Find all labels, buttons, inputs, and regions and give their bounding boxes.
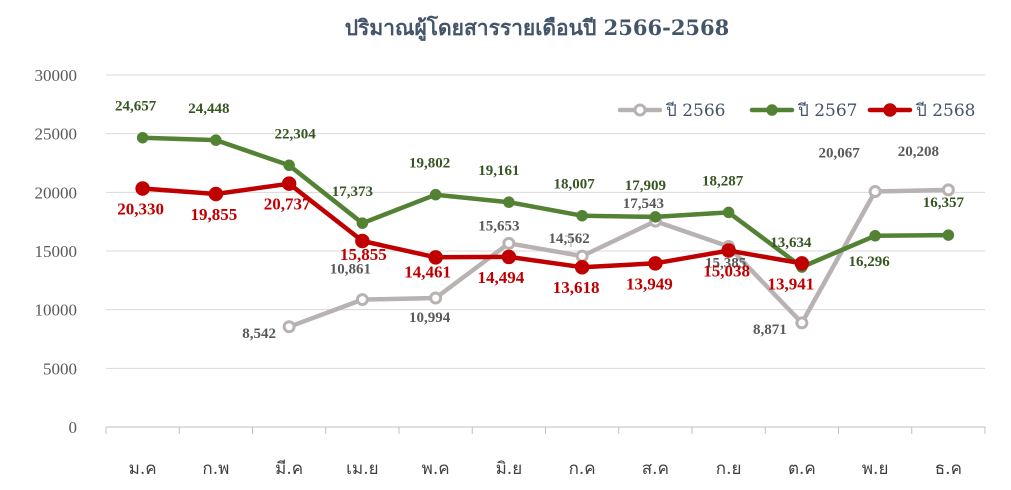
series-0-point — [355, 293, 369, 307]
series-2-data-label: 20,330 — [117, 199, 164, 218]
series-1-data-label: 24,448 — [188, 101, 229, 117]
label-leader-line — [565, 235, 572, 247]
series-2-data-label: 19,855 — [191, 205, 238, 224]
series-0-point — [429, 291, 443, 305]
series-2-point — [208, 186, 224, 202]
series-0-data-label: 15,385 — [705, 255, 746, 271]
series-1-point — [136, 131, 149, 144]
series-2-data-label: 13,618 — [553, 278, 600, 297]
y-tick-label: 0 — [69, 418, 78, 437]
series-0-data-label: 8,871 — [753, 322, 787, 338]
y-axis: 0 5000 10000 15000 20000 25000 30000 — [35, 66, 78, 437]
legend-label-2: ปี 2568 — [915, 101, 975, 121]
series-1-point — [283, 159, 295, 172]
x-tick-label: ก.พ — [202, 459, 229, 479]
legend-label-1: ปี 2567 — [797, 101, 857, 121]
y-tick-label: 20000 — [35, 183, 78, 202]
x-tick-label: ต.ค — [788, 459, 816, 479]
series-1-point — [356, 217, 369, 229]
series-2-data-label: 13,941 — [768, 274, 815, 293]
series-1-data-label: 13,634 — [770, 235, 812, 251]
series-line-1 — [140, 135, 951, 270]
x-axis: ม.ค ก.พ มี.ค เม.ย พ.ค มิ.ย ก.ค ส.ค ก.ย ต.ค พ.ย ธ.ค — [105, 426, 986, 479]
series-0-data-label: 20,067 — [819, 146, 861, 162]
series-1-point — [722, 206, 735, 219]
series-1-point — [869, 230, 881, 242]
data-labels: 8,542 10,861 10,994 15,653 14,562 17,543 15,38… — [115, 99, 965, 342]
x-tick-label: ม.ค — [129, 459, 157, 479]
series-2-point — [355, 233, 370, 249]
series-0-data-label: 14,562 — [549, 231, 590, 247]
series-1-data-label: 17,909 — [625, 178, 666, 194]
x-tick-label: มิ.ย — [496, 459, 523, 479]
x-tick-label: เม.ย — [346, 459, 378, 479]
y-tick-label: 5000 — [43, 359, 77, 378]
series-0-data-label: 8,542 — [242, 326, 276, 342]
legend: ปี 2566 ปี 2567 ปี 2568 — [617, 101, 975, 121]
series-2-data-label: 13,949 — [626, 274, 673, 293]
chart-title: ปริมาณผู้โดยสารรายเดือนปี 2566-2568 — [345, 15, 730, 42]
series-2-data-label: 15,855 — [340, 245, 387, 264]
y-tick-label: 15000 — [35, 242, 78, 261]
series-2-point — [794, 256, 810, 271]
series-0-data-label: 15,653 — [478, 218, 519, 234]
series-2-data-label: 14,494 — [478, 268, 525, 287]
series-0-data-label: 10,861 — [330, 262, 371, 278]
series-1-point — [429, 188, 442, 201]
series-1-data-label: 19,161 — [478, 163, 519, 179]
series-0-point — [282, 320, 296, 334]
legend-marker-1 — [766, 104, 778, 116]
legend-marker-2 — [883, 103, 897, 117]
series-0-point — [795, 316, 809, 330]
series-2-point — [428, 250, 443, 265]
series-1-data-label: 18,007 — [554, 177, 596, 193]
series-1-point — [503, 196, 515, 208]
series-0-point — [575, 249, 589, 263]
series-2-point — [135, 181, 150, 196]
y-tick-label: 30000 — [35, 66, 78, 85]
x-tick-label: ก.ย — [716, 459, 742, 479]
x-tick-label: ส.ค — [642, 459, 669, 479]
series-1-data-label: 19,802 — [409, 156, 450, 172]
series-1-data-label: 16,296 — [849, 254, 891, 270]
series-2-point — [501, 249, 517, 265]
series-1-data-label: 24,657 — [115, 99, 157, 115]
series-1-data-label: 22,304 — [275, 126, 317, 142]
series-0-data-label: 10,994 — [409, 310, 451, 326]
series-1-point — [210, 134, 222, 146]
series-line-2 — [140, 181, 805, 270]
series-1-data-label: 16,357 — [923, 195, 965, 211]
series-2-point — [281, 176, 297, 191]
series-1-point — [942, 229, 955, 241]
series-0-point — [502, 236, 516, 250]
series-2-point — [574, 259, 590, 275]
y-tick-label: 25000 — [35, 125, 78, 144]
series-1-data-label: 18,287 — [702, 173, 744, 189]
series-0-data-label: 17,543 — [623, 196, 664, 212]
series-1-point — [649, 211, 662, 223]
series-1-point — [576, 209, 588, 222]
series-0-data-label: 20,208 — [898, 144, 939, 160]
y-tick-label: 10000 — [35, 301, 78, 320]
series-2-point — [721, 243, 736, 258]
series-2-data-label: 14,461 — [404, 262, 451, 281]
series-2-point — [648, 256, 663, 271]
series-line-0 — [286, 187, 951, 330]
x-tick-label: ก.ค — [569, 459, 596, 479]
x-tick-label: มี.ค — [275, 459, 303, 479]
series-1-data-label: 17,373 — [332, 184, 373, 200]
series-0-point — [868, 185, 882, 199]
series-2-data-label: 20,737 — [264, 195, 311, 214]
series-2-data-label: 15,038 — [703, 262, 750, 281]
series-lines — [135, 131, 955, 334]
legend-label-0: ปี 2566 — [665, 101, 725, 121]
series-0-point — [941, 183, 955, 197]
x-tick-label: พ.ย — [862, 459, 889, 479]
x-tick-label: ธ.ค — [935, 459, 962, 479]
x-tick-label: พ.ค — [422, 459, 450, 479]
legend-marker-0 — [633, 103, 647, 117]
